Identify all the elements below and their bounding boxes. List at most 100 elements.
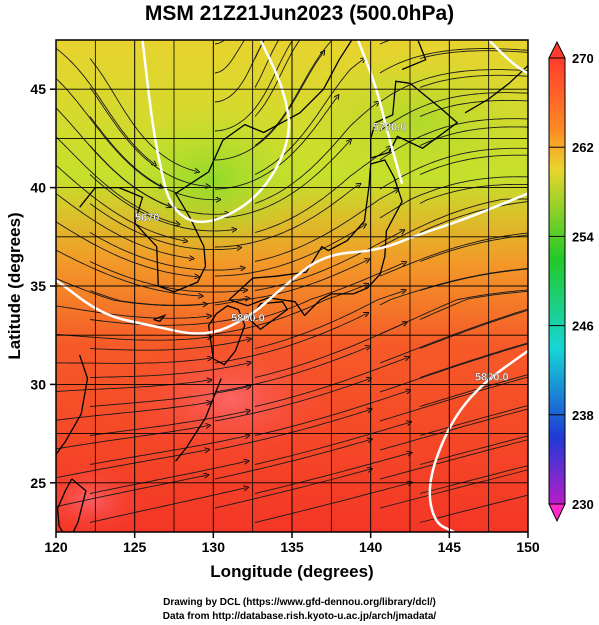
contour-label: 5800.0 bbox=[475, 372, 509, 384]
x-axis-ticks: 120 125 130 135 140 145 150 bbox=[44, 532, 540, 555]
contour-label: 5670 bbox=[135, 212, 159, 224]
streamline bbox=[89, 411, 248, 436]
colorbar-label: 246 bbox=[572, 319, 594, 334]
streamline bbox=[89, 174, 234, 231]
streamline bbox=[214, 97, 337, 190]
contour-label: 5700.0 bbox=[373, 122, 407, 134]
streamline bbox=[214, 314, 367, 364]
colorbar-top-arrow bbox=[548, 40, 566, 59]
streamline bbox=[214, 225, 364, 277]
x-tick-label: 135 bbox=[280, 539, 304, 555]
coastline bbox=[464, 65, 528, 114]
streamline bbox=[56, 192, 192, 258]
x-tick-label: 150 bbox=[516, 539, 540, 555]
streamline bbox=[214, 40, 294, 132]
streamline bbox=[254, 291, 404, 349]
colorbar-label: 230 bbox=[572, 497, 594, 512]
streamline bbox=[419, 234, 528, 262]
streamline bbox=[89, 387, 249, 407]
streamline bbox=[56, 221, 197, 277]
colorbar-label: 238 bbox=[572, 408, 594, 423]
colorbar-label: 270 bbox=[572, 51, 594, 66]
streamline bbox=[379, 308, 528, 364]
streamline bbox=[419, 290, 528, 320]
streamline bbox=[419, 268, 528, 291]
y-axis-ticks: 25 30 35 40 45 bbox=[30, 81, 56, 491]
streamline bbox=[419, 126, 528, 146]
y-tick-label: 40 bbox=[30, 180, 46, 196]
streamline bbox=[56, 136, 178, 224]
colorbar-bottom-arrow bbox=[548, 503, 566, 523]
streamline bbox=[89, 339, 249, 351]
streamline bbox=[56, 305, 209, 318]
streamline bbox=[214, 410, 370, 451]
coastline bbox=[207, 304, 246, 366]
x-tick-label: 130 bbox=[202, 539, 226, 555]
streamline bbox=[379, 147, 528, 190]
streamline bbox=[214, 40, 246, 74]
x-tick-label: 145 bbox=[438, 539, 462, 555]
streamline bbox=[379, 48, 528, 74]
streamline bbox=[56, 475, 207, 508]
streamline bbox=[419, 74, 528, 88]
x-tick-label: 120 bbox=[44, 539, 68, 555]
streamline bbox=[214, 52, 323, 161]
map-title: MSM 21Z21Jun2023 (500.0hPa) bbox=[144, 2, 455, 25]
y-tick-label: 35 bbox=[30, 278, 46, 294]
credit-data: Data from http://database.rish.kyoto-u.a… bbox=[162, 611, 437, 622]
contour-label: 5800.0 bbox=[231, 312, 265, 324]
x-axis-label: Longitude (degrees) bbox=[210, 562, 373, 581]
streamline bbox=[254, 40, 301, 117]
streamline bbox=[254, 59, 364, 175]
streamline bbox=[89, 290, 248, 306]
streamline bbox=[419, 374, 528, 407]
streamline bbox=[254, 40, 280, 88]
streamline bbox=[379, 439, 528, 480]
streamline bbox=[379, 343, 528, 393]
streamline bbox=[89, 488, 246, 523]
streamline bbox=[379, 469, 528, 509]
streamline bbox=[419, 154, 528, 175]
streamline bbox=[379, 69, 528, 103]
streamline bbox=[419, 465, 528, 494]
coastline bbox=[228, 159, 403, 317]
streamline bbox=[379, 267, 528, 306]
streamline bbox=[89, 232, 243, 271]
streamline bbox=[419, 494, 528, 523]
height-contour bbox=[356, 40, 404, 185]
credit-drawing: Drawing by DCL (https://www.gfd-dennou.o… bbox=[163, 597, 436, 608]
streamline bbox=[214, 440, 370, 480]
streamline bbox=[89, 203, 239, 250]
streamline bbox=[254, 391, 409, 436]
streamline bbox=[56, 77, 161, 187]
coastline bbox=[153, 314, 167, 323]
streamline bbox=[56, 402, 209, 421]
streamline bbox=[214, 347, 368, 393]
x-tick-label: 125 bbox=[123, 539, 147, 555]
coastline bbox=[248, 301, 289, 331]
colorbar-label: 254 bbox=[572, 229, 594, 244]
streamline bbox=[379, 199, 528, 248]
streamline bbox=[89, 436, 247, 465]
streamline bbox=[56, 164, 185, 241]
colorbar-bar bbox=[548, 57, 566, 505]
streamline bbox=[254, 40, 333, 146]
height-contour bbox=[487, 40, 528, 75]
streamline bbox=[56, 426, 208, 450]
streamline bbox=[379, 376, 528, 422]
streamline bbox=[214, 469, 370, 509]
streamline bbox=[214, 379, 369, 422]
streamline bbox=[214, 260, 368, 306]
streamline bbox=[254, 190, 397, 262]
streamline bbox=[89, 87, 208, 187]
streamline bbox=[89, 363, 249, 378]
streamline bbox=[56, 358, 210, 364]
streamline bbox=[56, 380, 210, 393]
x-tick-label: 140 bbox=[359, 539, 383, 555]
streamline bbox=[419, 99, 528, 117]
y-tick-label: 25 bbox=[30, 475, 46, 491]
wind-streamlines bbox=[56, 40, 528, 523]
contour-labels: 5800.0 5800.0 5700.0 5670 bbox=[135, 121, 509, 384]
streamline bbox=[89, 58, 197, 172]
